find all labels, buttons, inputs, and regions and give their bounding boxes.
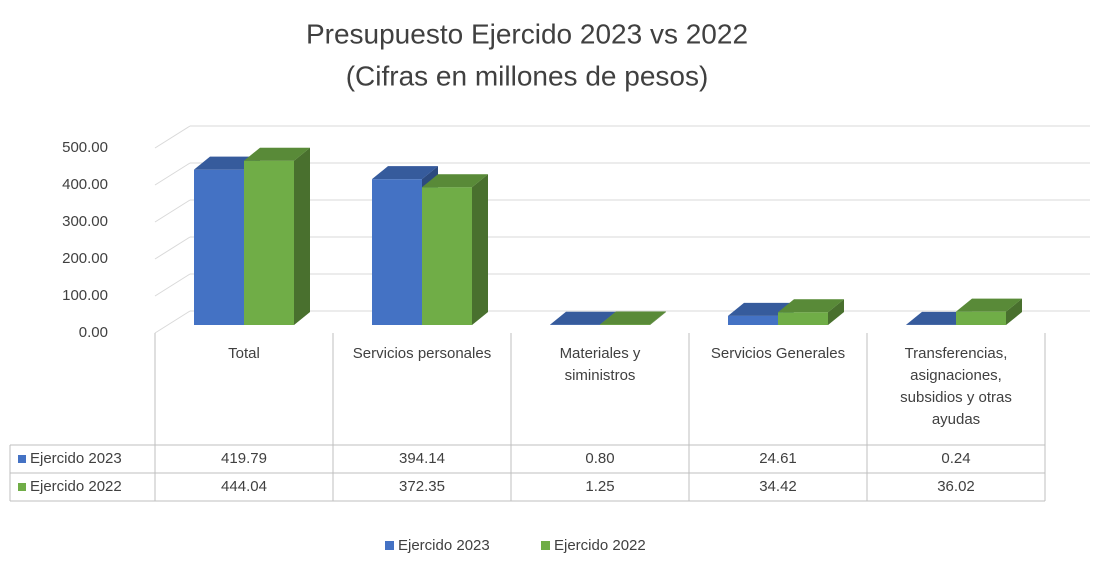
bar-top-shade: [194, 156, 260, 170]
y-tick-label: 300.00: [62, 213, 108, 230]
bar-top: [422, 174, 488, 188]
grid-line-side: [154, 125, 191, 149]
x-tick-label: Servicios Generales: [710, 345, 846, 362]
grid-line-side: [154, 199, 191, 223]
table-value: 24.61: [759, 450, 797, 467]
bar-top: [372, 166, 438, 180]
x-tick-label: Servicios personales: [352, 345, 492, 362]
table-value: 0.24: [941, 450, 970, 467]
table-swatch: [18, 455, 26, 463]
chart-subtitle: (Cifras en millones de pesos): [346, 60, 709, 91]
bar-side-shade: [650, 311, 666, 325]
bar: [372, 179, 422, 325]
bar-top: [600, 311, 666, 325]
grid-line-side: [154, 273, 191, 297]
table-value: 36.02: [937, 478, 975, 495]
bar: [194, 169, 244, 325]
table-series-name: Ejercido 2023: [30, 450, 122, 467]
bar-top-shade: [422, 174, 488, 188]
grid-line-side: [154, 310, 191, 334]
bar-top-shade: [956, 298, 1022, 312]
bar: [728, 315, 778, 325]
bar-top-shade: [600, 311, 666, 325]
bar-top: [728, 302, 794, 316]
bar-side: [1006, 298, 1022, 325]
y-tick-label: 100.00: [62, 287, 108, 304]
chart-title: Presupuesto Ejercido 2023 vs 2022: [306, 18, 748, 49]
bar-side-shade: [472, 174, 488, 325]
x-tick-label: Materiales y siministros: [559, 345, 641, 384]
bar: [956, 311, 1006, 325]
table-value: 444.04: [221, 478, 267, 495]
bar-top-shade: [244, 147, 310, 161]
x-tick-label: Total: [228, 345, 260, 362]
bar-side-shade: [1006, 298, 1022, 325]
bar: [778, 312, 828, 325]
table-value: 419.79: [221, 450, 267, 467]
bar-top-shade: [778, 299, 844, 313]
table-series-name: Ejercido 2022: [30, 478, 122, 495]
bar: [244, 160, 294, 325]
bar-side: [828, 299, 844, 325]
bar-top: [244, 147, 310, 161]
grid-line-side: [154, 236, 191, 260]
table-swatch: [18, 483, 26, 491]
y-tick-label: 200.00: [62, 250, 108, 267]
bar-top-shade: [372, 166, 438, 180]
bar-side: [650, 311, 666, 325]
bar-side: [294, 147, 310, 325]
bar-top: [550, 311, 616, 325]
table-value: 372.35: [399, 478, 445, 495]
bar-top-shade: [550, 311, 616, 325]
bar: [422, 187, 472, 325]
table-value: 394.14: [399, 450, 445, 467]
bar-top: [906, 311, 972, 325]
x-tick-label: Transferencias, asignaciones, subsidios …: [900, 345, 1012, 428]
grid-line-side: [154, 162, 191, 186]
legend-swatch: [541, 541, 550, 550]
table-value: 1.25: [585, 478, 614, 495]
bar-top-shade: [906, 311, 972, 325]
y-tick-label: 0.00: [79, 324, 108, 341]
bar-top: [194, 156, 260, 170]
bar-top-shade: [728, 302, 794, 316]
y-tick-label: 400.00: [62, 176, 108, 193]
table-value: 34.42: [759, 478, 797, 495]
bar-side-shade: [294, 147, 310, 325]
legend-swatch: [385, 541, 394, 550]
bar-side: [472, 174, 488, 325]
bar-top: [778, 299, 844, 313]
y-tick-label: 500.00: [62, 139, 108, 156]
bar-top: [956, 298, 1022, 312]
legend-label: Ejercido 2022: [554, 537, 646, 554]
bar-side-shade: [828, 299, 844, 325]
legend-label: Ejercido 2023: [398, 537, 490, 554]
table-value: 0.80: [585, 450, 614, 467]
